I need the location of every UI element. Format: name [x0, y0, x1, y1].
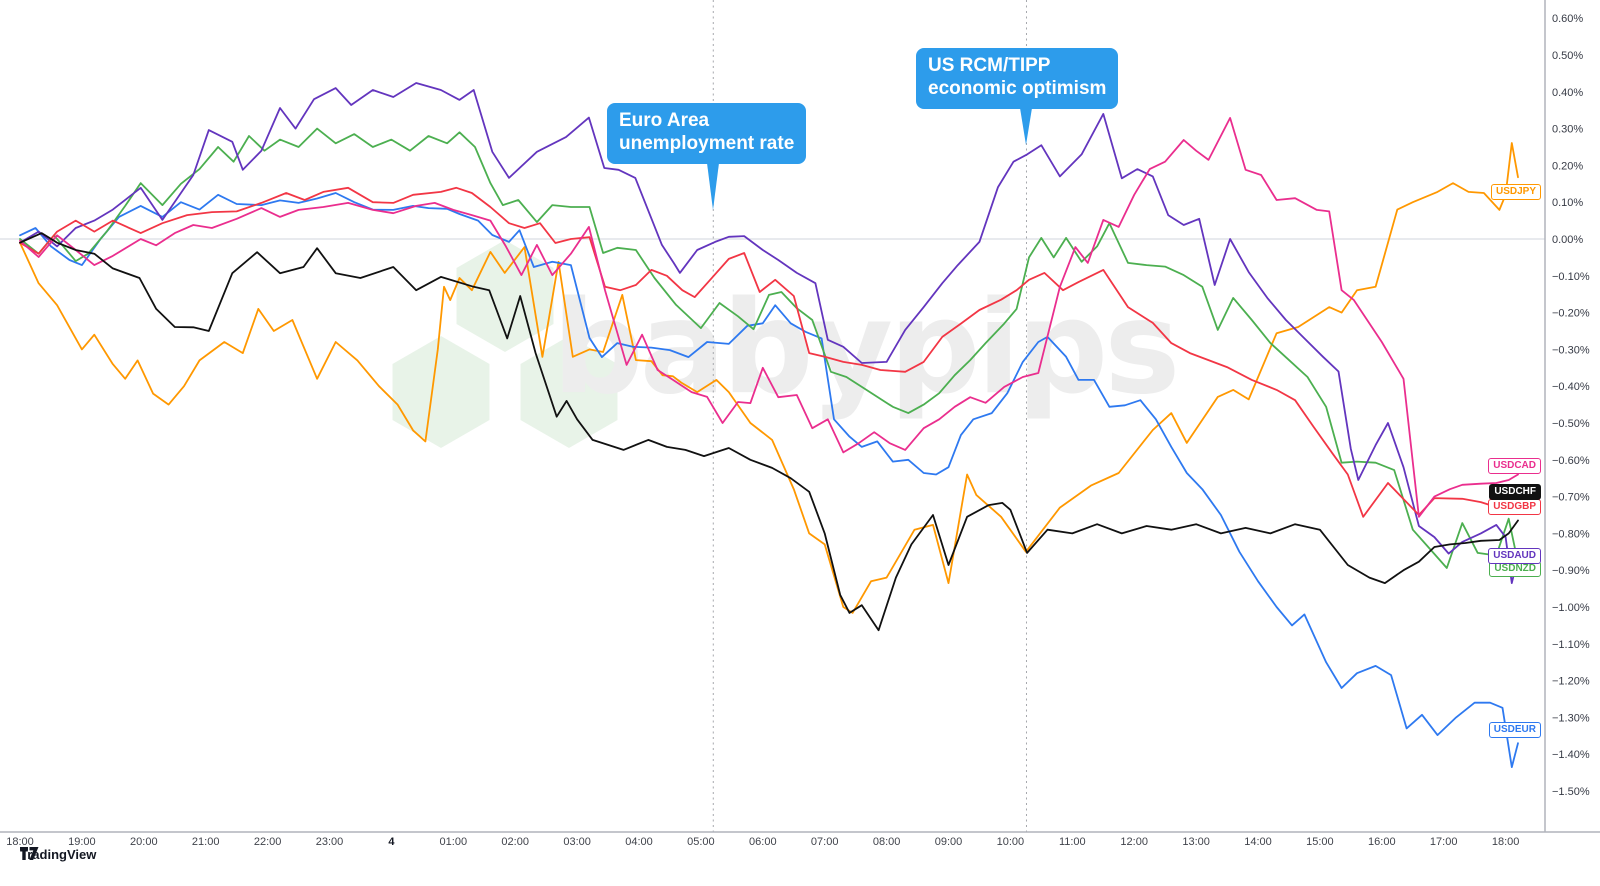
price-tick-label: −0.20% [1552, 308, 1590, 320]
series-line-usdeur[interactable] [19, 192, 1519, 768]
callout-tail-pointer [1020, 107, 1033, 145]
price-tick-label: −1.40% [1552, 749, 1590, 761]
price-tick-label: 0.00% [1552, 234, 1583, 246]
price-tick-label: −1.20% [1552, 676, 1590, 688]
series-line-usdjpy[interactable] [19, 142, 1519, 614]
price-tick-label: −0.60% [1552, 455, 1590, 467]
price-label-usdeur[interactable]: USDEUR [1488, 721, 1541, 738]
time-tick-label: 04:00 [625, 836, 653, 848]
series-line-usdchf[interactable] [19, 232, 1519, 632]
time-tick-label: 05:00 [687, 836, 715, 848]
time-tick-label: 21:00 [192, 836, 220, 848]
time-tick-label: 18:00 [6, 836, 34, 848]
time-tick-label: 03:00 [563, 836, 591, 848]
event-callout-0[interactable]: Euro Area unemployment rate [607, 103, 807, 210]
time-tick-label: 15:00 [1306, 836, 1334, 848]
callout-tail-pointer [707, 162, 720, 210]
price-tick-label: 0.60% [1552, 13, 1583, 25]
series-line-usdgbp[interactable] [19, 186, 1519, 518]
event-callout-subtitle: economic optimism [928, 77, 1107, 99]
time-tick-label: 08:00 [873, 836, 901, 848]
price-tick-label: −0.80% [1552, 528, 1590, 540]
time-tick-label: 18:00 [1492, 836, 1520, 848]
price-label-usdcad[interactable]: USDCAD [1488, 458, 1541, 475]
time-tick-label: 09:00 [935, 836, 963, 848]
babypips-watermark-text: babypips [552, 274, 1176, 423]
price-tick-label: −0.30% [1552, 344, 1590, 356]
price-tick-label: 0.30% [1552, 124, 1583, 136]
price-label-usdgbp[interactable]: USDGBP [1488, 499, 1541, 516]
price-tick-label: 0.40% [1552, 87, 1583, 99]
event-callout-subtitle: unemployment rate [619, 132, 795, 154]
time-tick-label: 01:00 [440, 836, 468, 848]
price-tick-label: 0.50% [1552, 50, 1583, 62]
time-tick-label: 22:00 [254, 836, 282, 848]
price-label-usdaud[interactable]: USDAUD [1488, 548, 1541, 565]
price-tick-label: −1.10% [1552, 639, 1590, 651]
time-tick-label: 10:00 [997, 836, 1025, 848]
series-line-usdcad[interactable] [19, 117, 1519, 518]
price-tick-label: −0.90% [1552, 565, 1590, 577]
price-tick-label: 0.20% [1552, 160, 1583, 172]
price-label-usdjpy[interactable]: USDJPY [1490, 183, 1541, 200]
price-tick-label: −0.40% [1552, 381, 1590, 393]
time-tick-label: 02:00 [501, 836, 529, 848]
time-tick-label: 06:00 [749, 836, 777, 848]
time-tick-label: 19:00 [68, 836, 96, 848]
time-tick-label: 11:00 [1059, 836, 1086, 848]
time-tick-label: 23:00 [316, 836, 344, 848]
time-tick-label: 14:00 [1244, 836, 1272, 848]
time-tick-label: 16:00 [1368, 836, 1396, 848]
time-tick-label: 20:00 [130, 836, 158, 848]
price-tick-label: −0.70% [1552, 492, 1590, 504]
time-tick-label: 17:00 [1430, 836, 1458, 848]
price-tick-label: −1.50% [1552, 786, 1590, 798]
price-tick-label: −0.10% [1552, 271, 1590, 283]
event-callout-title: US RCM/TIPP [928, 55, 1051, 76]
time-tick-label: 07:00 [811, 836, 839, 848]
tradingview-credit[interactable]: TradingView [20, 847, 96, 862]
tradingview-logo-icon [20, 847, 39, 860]
time-tick-label: 12:00 [1120, 836, 1148, 848]
event-callout-title: Euro Area [619, 110, 710, 131]
price-axis[interactable]: 0.60% 0.50% 0.40% 0.30% 0.20% 0.10% 0.00% −0.10… [1552, 13, 1590, 798]
price-tick-label: 0.10% [1552, 197, 1583, 209]
time-tick-label: 4 [388, 836, 395, 848]
price-label-usdchf[interactable]: USDCHF [1489, 483, 1541, 500]
price-tick-label: −0.50% [1552, 418, 1590, 430]
series-line-usdaud[interactable] [19, 82, 1519, 584]
time-axis[interactable]: 18:00 19:00 20:00 21:00 22:00 23:00 4 01:00 02:0… [6, 836, 1519, 848]
price-tick-label: −1.00% [1552, 602, 1590, 614]
tradingview-credit-label: TradingView [20, 847, 97, 862]
event-callout-1[interactable]: US RCM/TIPP economic optimism [916, 48, 1119, 145]
price-tick-label: −1.30% [1552, 712, 1590, 724]
time-tick-label: 13:00 [1182, 836, 1210, 848]
